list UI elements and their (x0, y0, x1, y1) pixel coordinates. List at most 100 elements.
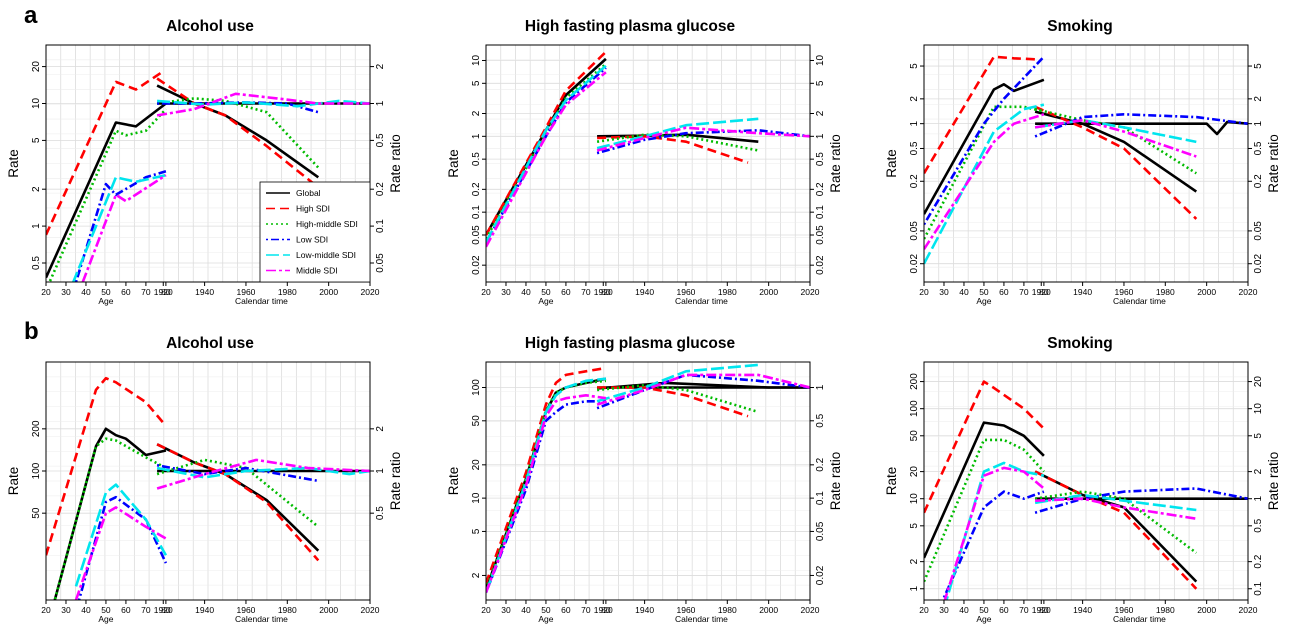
y-tick-label-left: 0.02 (471, 255, 482, 275)
series-line-middle-sdi-ratio (596, 373, 810, 406)
y-tick-label-left: 5 (31, 137, 42, 143)
x-tick-label-age: 60 (999, 605, 1009, 615)
y-tick-label-right: 0.5 (1253, 518, 1264, 532)
series-line-high-sdi-period (1034, 470, 1198, 590)
y-tick-label-left: 0.1 (471, 205, 482, 219)
x-tick-label-age: 50 (101, 605, 111, 615)
x-tick-label-age: 70 (141, 287, 151, 297)
plot-frame-a3 (923, 44, 1249, 283)
x-tick-label-calendar: 2020 (1239, 287, 1258, 297)
y-tick-label-right: 0.2 (1253, 174, 1264, 188)
y-tick-label-left: 0.05 (471, 225, 482, 245)
y-tick-label-right: 0.02 (815, 255, 826, 275)
y-axis-label-right: Rate ratio (828, 134, 843, 193)
chart-title-a2: High fasting plasma glucose (524, 18, 736, 35)
series-line-low-sdi-age (486, 400, 606, 594)
y-axis-label-left: Rate (446, 149, 461, 178)
series-line-middle-sdi-age (486, 71, 607, 248)
x-tick-label-calendar: 1980 (718, 287, 737, 297)
x-tick-label-age: 70 (581, 605, 591, 615)
series-line-low-middle-sdi-ratio (596, 363, 759, 403)
y-tick-label-left: 10 (471, 492, 482, 504)
x-tick-label-age: 40 (959, 605, 969, 615)
x-tick-label-calendar: 2000 (319, 605, 338, 615)
y-tick-label-left: 0.5 (31, 256, 42, 270)
x-axis-label-calendar: Calendar time (675, 614, 728, 624)
x-tick-label-age: 50 (541, 287, 551, 297)
y-tick-label-left: 0.5 (471, 152, 482, 166)
x-tick-label-calendar: 2000 (1197, 287, 1216, 297)
legend-label: Global (296, 188, 321, 198)
y-tick-label-left: 10 (909, 493, 920, 505)
y-axis-label-left: Rate (884, 149, 899, 178)
y-tick-label-left: 2 (909, 558, 920, 564)
y-tick-label-left: 2 (31, 186, 42, 192)
x-tick-label-calendar: 1920 (1032, 287, 1051, 297)
x-tick-label-calendar: 2000 (759, 287, 778, 297)
y-tick-label-right: 1 (815, 384, 826, 390)
x-tick-label-calendar: 1980 (278, 605, 297, 615)
y-tick-label-left: 10 (471, 54, 482, 66)
y-tick-label-right: 0.1 (815, 491, 826, 505)
y-tick-label-left: 0.05 (909, 221, 920, 241)
legend-label: Low-middle SDI (296, 250, 356, 260)
x-tick-label-age: 40 (521, 287, 531, 297)
y-axis-label-right: Rate ratio (1266, 452, 1281, 511)
x-axis-label-calendar: Calendar time (235, 296, 288, 306)
series-line-middle-sdi-ratio (1035, 497, 1197, 520)
x-tick-label-age: 50 (541, 605, 551, 615)
series-line-global-age (46, 102, 167, 279)
series-line-high-middle-sdi-ratio (1034, 490, 1198, 554)
y-tick-label-left: 20 (31, 61, 42, 73)
y-tick-label-left: 20 (909, 466, 920, 478)
series-line-global-age (924, 78, 1045, 215)
series-line-high-middle-sdi-age (924, 438, 1045, 583)
x-tick-label-age: 20 (41, 605, 51, 615)
y-tick-label-right: 10 (815, 54, 826, 66)
x-tick-label-calendar: 1920 (154, 287, 173, 297)
x-tick-label-age: 30 (939, 605, 949, 615)
y-axis-label-right: Rate ratio (828, 452, 843, 511)
panel-letter-b: b (24, 318, 39, 345)
y-tick-label-right: 0.05 (815, 225, 826, 245)
x-axis-label-age: Age (976, 614, 991, 624)
x-tick-label-age: 60 (121, 605, 131, 615)
x-tick-label-calendar: 1980 (718, 605, 737, 615)
y-tick-label-right: 0.2 (1253, 554, 1264, 568)
y-tick-label-left: 50 (471, 415, 482, 427)
x-tick-label-age: 60 (121, 287, 131, 297)
x-tick-label-calendar: 2020 (361, 605, 380, 615)
x-axis-label-calendar: Calendar time (675, 296, 728, 306)
x-tick-label-calendar: 2020 (1239, 605, 1258, 615)
series-line-middle-sdi-age (81, 174, 167, 282)
series-line-low-middle-sdi-ratio (156, 99, 370, 108)
y-tick-label-right: 1 (1253, 495, 1264, 501)
series-line-high-middle-sdi-ratio (156, 458, 320, 528)
x-tick-label-age: 30 (61, 605, 71, 615)
x-tick-label-calendar: 2020 (801, 287, 820, 297)
series-line-middle-sdi-ratio (156, 458, 370, 490)
y-tick-label-right: 0.1 (815, 205, 826, 219)
x-axis-label-age: Age (98, 614, 113, 624)
y-tick-label-right: 0.2 (815, 457, 826, 471)
x-tick-label-age: 70 (1019, 605, 1029, 615)
x-tick-label-calendar: 1960 (236, 287, 255, 297)
y-axis-label-left: Rate (6, 467, 21, 496)
plot-frame-a1 (45, 44, 371, 283)
y-tick-label-left: 5 (909, 63, 920, 69)
y-tick-label-left: 1 (471, 133, 482, 139)
y-axis-label-right: Rate ratio (388, 452, 403, 511)
series-line-high-middle-sdi-ratio (156, 97, 320, 169)
y-tick-label-left: 50 (909, 430, 920, 442)
y-tick-label-left: 50 (31, 507, 42, 519)
y-tick-label-left: 200 (909, 373, 920, 390)
series-line-low-sdi-age (942, 490, 1045, 599)
y-tick-label-right: 1 (375, 468, 386, 474)
y-tick-label-left: 5 (471, 80, 482, 86)
x-tick-label-age: 30 (501, 605, 511, 615)
series-line-high-sdi-age (46, 376, 167, 556)
x-tick-label-calendar: 2020 (361, 287, 380, 297)
x-tick-label-age: 80 (601, 605, 611, 615)
y-tick-label-right: 1 (815, 133, 826, 139)
y-tick-label-right: 0.5 (1253, 141, 1264, 155)
